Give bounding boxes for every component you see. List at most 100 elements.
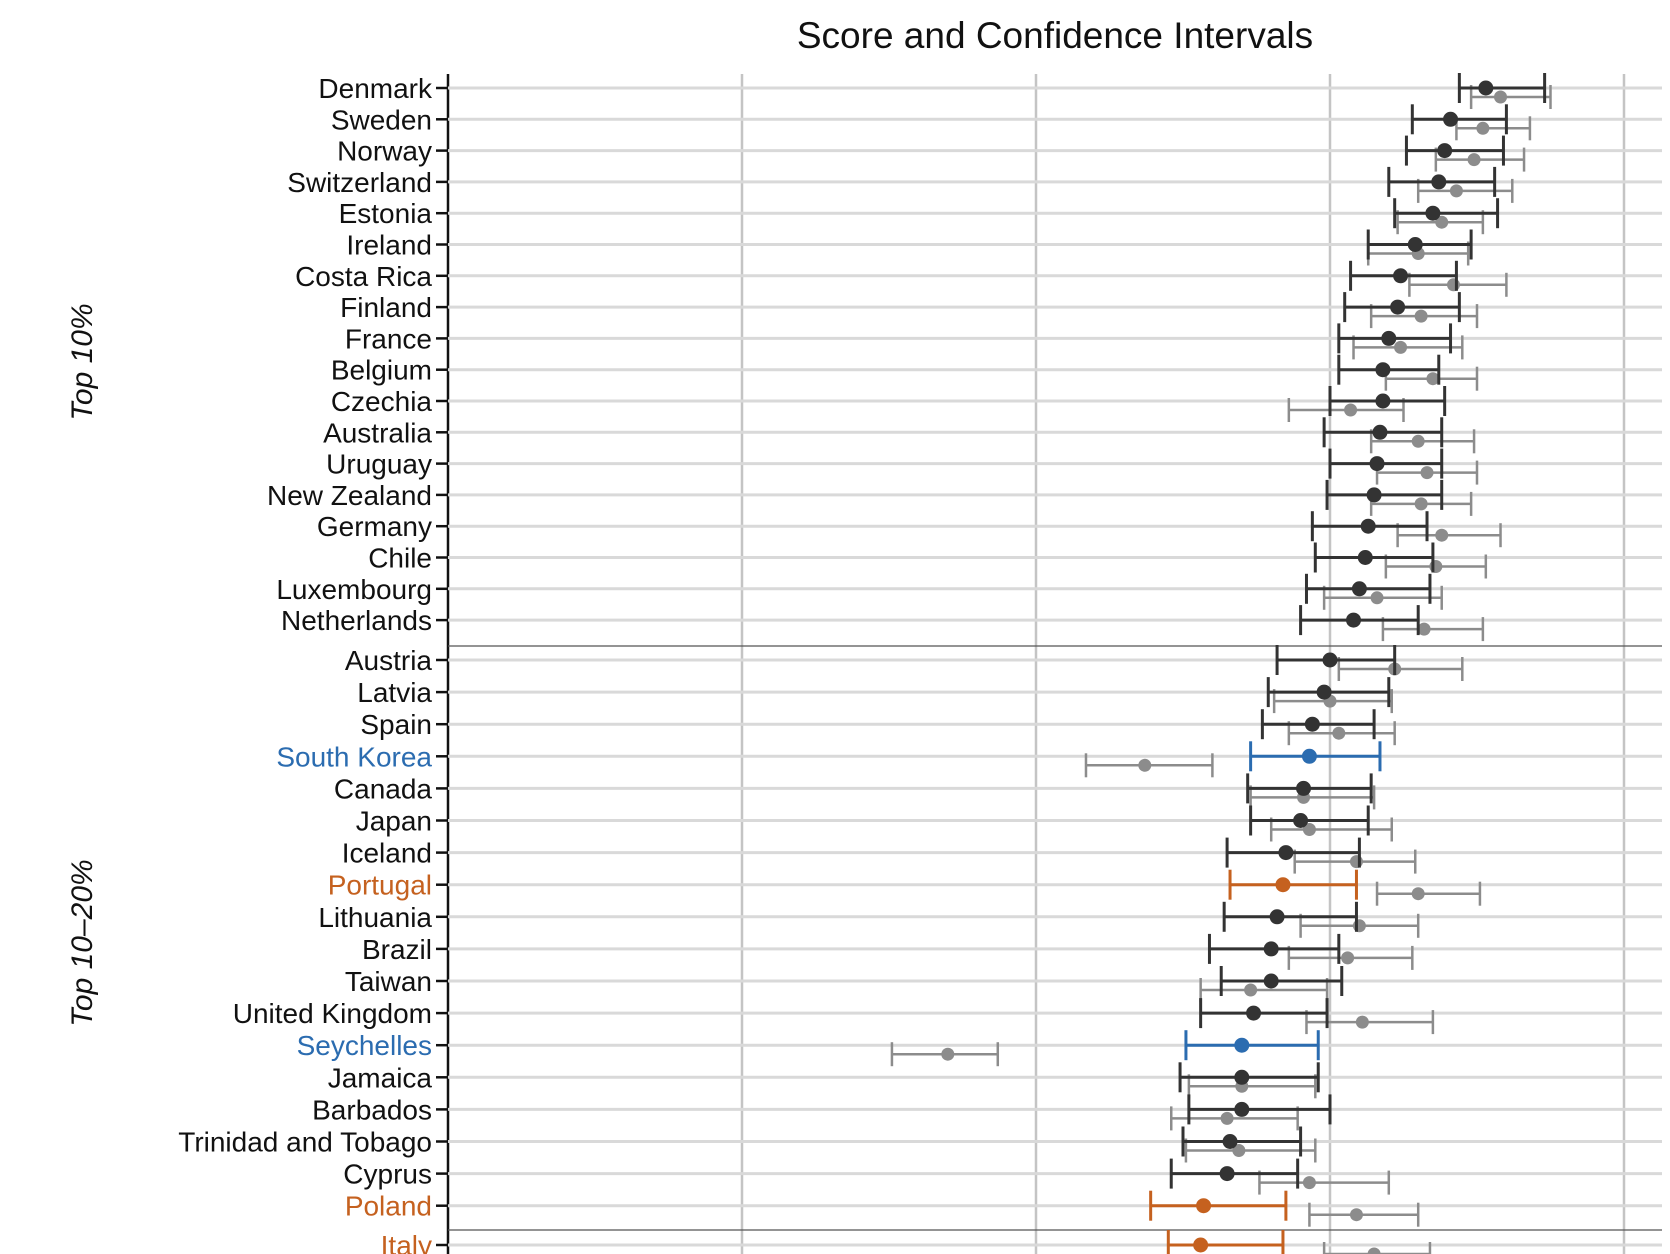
country-row: Luxembourg <box>276 573 1662 610</box>
country-label: Australia <box>323 417 432 448</box>
current-estimate-point <box>1234 1069 1250 1085</box>
current-estimate-point <box>1263 973 1279 989</box>
country-row: New Zealand <box>267 479 1662 516</box>
prior-estimate-point <box>1341 951 1355 965</box>
current-estimate-point <box>1322 652 1338 668</box>
current-estimate-point <box>1369 456 1385 472</box>
country-row: Norway <box>337 135 1662 172</box>
country-label: Czechia <box>331 386 433 417</box>
country-row: Iceland <box>342 837 1662 874</box>
prior-estimate-point <box>1370 591 1384 605</box>
country-row: Australia <box>323 417 1662 454</box>
country-label: Belgium <box>331 355 432 386</box>
country-label: Brazil <box>362 934 432 965</box>
group-labels: Top 10% Top 10–20% <box>66 303 99 1026</box>
prior-estimate-point <box>1349 1208 1363 1222</box>
current-estimate-point <box>1478 80 1494 96</box>
country-label: Luxembourg <box>276 574 432 605</box>
country-row: Italy <box>381 1230 1662 1254</box>
prior-estimate-point <box>1302 823 1316 836</box>
country-label: Austria <box>345 645 433 676</box>
current-estimate-point <box>1390 299 1406 315</box>
country-row: Ireland <box>346 229 1662 266</box>
current-estimate-point <box>1375 393 1391 409</box>
current-estimate-point <box>1366 487 1382 503</box>
prior-estimate-point <box>1411 887 1425 901</box>
country-label: Portugal <box>328 870 432 901</box>
country-label: Denmark <box>318 73 433 104</box>
prior-estimate-point <box>1344 403 1358 417</box>
prior-estimate-point <box>1232 1144 1246 1157</box>
current-estimate-point <box>1246 1005 1262 1021</box>
current-estimate-point <box>1425 205 1441 221</box>
country-row: Finland <box>340 292 1662 329</box>
current-estimate-point <box>1263 941 1279 957</box>
current-estimate-point <box>1296 780 1312 796</box>
country-row: France <box>345 323 1662 360</box>
prior-estimate-point <box>1414 309 1428 323</box>
country-label: Italy <box>381 1230 432 1254</box>
prior-estimate-point <box>1367 1247 1381 1254</box>
country-label: Netherlands <box>281 605 432 636</box>
current-estimate-point <box>1431 174 1447 190</box>
current-estimate-point <box>1346 612 1362 628</box>
country-label: Ireland <box>346 230 432 261</box>
prior-estimate-point <box>941 1047 955 1061</box>
country-label: Norway <box>337 136 432 167</box>
current-estimate-point <box>1301 748 1317 764</box>
country-label: Switzerland <box>287 167 432 198</box>
country-label: Trinidad and Tobago <box>178 1127 432 1158</box>
current-estimate-point <box>1316 684 1332 700</box>
current-estimate-point <box>1293 813 1309 828</box>
prior-estimate-point <box>1352 919 1366 933</box>
country-label: Germany <box>317 511 432 542</box>
current-estimate-point <box>1443 111 1459 127</box>
country-row: Portugal <box>328 869 1662 906</box>
current-estimate-point <box>1269 909 1285 925</box>
country-row: Costa Rica <box>295 260 1662 297</box>
country-label: Poland <box>345 1191 432 1222</box>
prior-estimate-point <box>1426 372 1440 386</box>
current-estimate-point <box>1381 330 1397 346</box>
prior-estimate-point <box>1429 560 1443 573</box>
country-label: Jamaica <box>328 1062 433 1093</box>
country-row: Sweden <box>331 104 1662 141</box>
country-label: Seychelles <box>297 1030 432 1061</box>
country-label: New Zealand <box>267 480 432 511</box>
country-label: Latvia <box>357 677 432 708</box>
prior-estimate-point <box>1138 758 1152 772</box>
country-row: United Kingdom <box>233 998 1662 1035</box>
country-label: Barbados <box>312 1094 432 1125</box>
country-row: Canada <box>334 773 1662 810</box>
country-row: Uruguay <box>326 448 1662 485</box>
country-row: Trinidad and Tobago <box>178 1126 1662 1163</box>
prior-estimate-point <box>1355 1015 1369 1029</box>
prior-estimate-point <box>1302 1176 1316 1190</box>
country-row: Poland <box>345 1190 1662 1227</box>
country-label: Iceland <box>342 838 432 869</box>
country-row: Czechia <box>331 386 1662 422</box>
current-estimate-point <box>1437 143 1453 159</box>
current-estimate-point <box>1275 877 1291 893</box>
prior-estimate-point <box>1332 726 1346 740</box>
current-estimate-point <box>1372 424 1388 440</box>
prior-estimate-point <box>1435 528 1449 542</box>
country-label: Canada <box>334 773 433 804</box>
country-row: Jamaica <box>328 1062 1662 1099</box>
country-row: Netherlands <box>281 605 1662 642</box>
country-label: Estonia <box>339 198 433 229</box>
current-estimate-point <box>1407 237 1423 252</box>
current-estimate-point <box>1196 1198 1212 1214</box>
prior-estimate-point <box>1414 497 1428 511</box>
country-row: Latvia <box>357 677 1662 714</box>
country-row: Switzerland <box>287 166 1662 203</box>
country-label: Japan <box>356 806 432 837</box>
country-label: Chile <box>368 543 432 574</box>
country-label: Lithuania <box>318 902 432 933</box>
country-label: Uruguay <box>326 449 432 480</box>
current-estimate-point <box>1351 581 1367 597</box>
prior-estimate-point <box>1420 466 1434 480</box>
current-estimate-point <box>1360 518 1376 534</box>
country-row: Japan <box>356 805 1662 842</box>
